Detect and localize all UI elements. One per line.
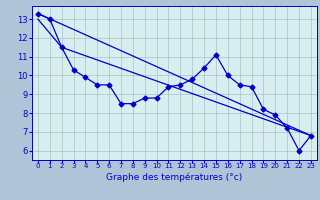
- X-axis label: Graphe des températures (°c): Graphe des températures (°c): [106, 172, 243, 182]
